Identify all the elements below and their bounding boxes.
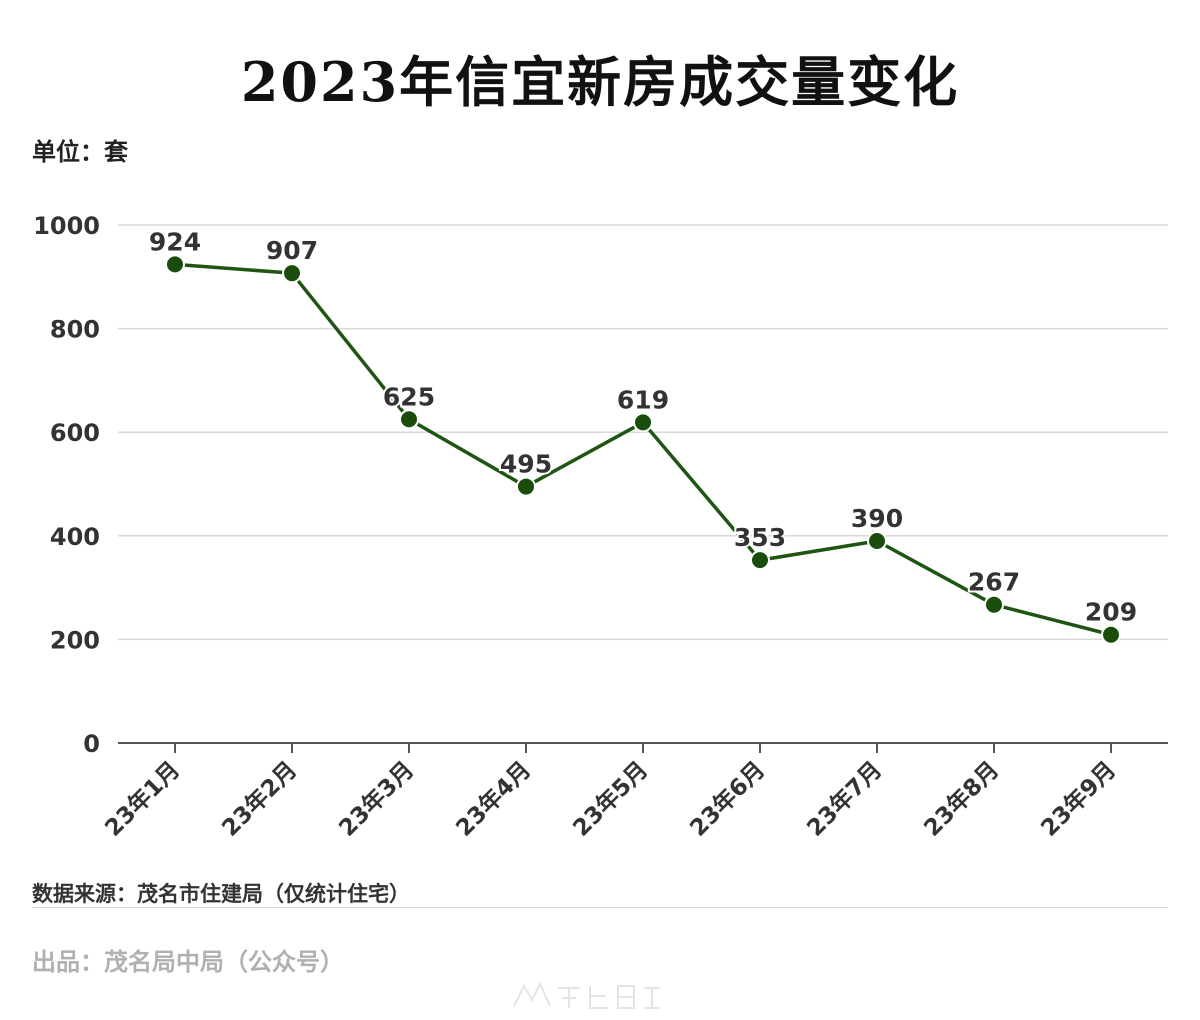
unit-label: 单位：套 xyxy=(32,138,128,166)
data-label: 267 xyxy=(968,568,1020,597)
y-axis-ticks: 0 200 400 600 800 1000 xyxy=(33,212,100,758)
x-tick-label: 23年9月 xyxy=(1036,756,1122,842)
x-tick-label: 23年5月 xyxy=(568,756,654,842)
data-point xyxy=(165,254,185,275)
watermark-logo-icon xyxy=(513,981,660,1009)
data-label: 924 xyxy=(149,227,201,256)
data-label: 209 xyxy=(1085,598,1137,627)
x-tick-label: 23年2月 xyxy=(217,756,303,842)
data-label: 353 xyxy=(734,523,786,552)
y-tick-label: 800 xyxy=(50,316,100,344)
data-point xyxy=(282,263,302,284)
data-point xyxy=(984,594,1004,615)
y-tick-label: 0 xyxy=(83,730,100,758)
data-source-note: 数据来源：茂名市住建局（仅统计住宅） xyxy=(32,882,410,906)
producer-note: 出品：茂名局中局（公众号） xyxy=(32,948,344,976)
x-tick-label: 23年4月 xyxy=(451,756,537,842)
data-point xyxy=(633,412,653,433)
data-label: 495 xyxy=(500,450,552,479)
y-tick-label: 1000 xyxy=(33,212,100,240)
footer-divider xyxy=(32,907,1168,908)
x-tick-label: 23年1月 xyxy=(100,756,186,842)
data-point xyxy=(750,550,770,571)
x-tick-label: 23年7月 xyxy=(802,756,888,842)
x-tick-label: 23年8月 xyxy=(919,756,1005,842)
data-label: 907 xyxy=(266,236,318,265)
data-label: 390 xyxy=(851,504,903,533)
data-label: 625 xyxy=(383,382,435,411)
x-axis-ticks: 23年1月 23年2月 23年3月 23年4月 23年5月 23年6月 23年7月 23年8月… xyxy=(100,743,1122,842)
data-point xyxy=(1101,624,1121,645)
y-tick-label: 600 xyxy=(50,419,100,447)
chart-title: 2023年信宜新房成交量变化 xyxy=(240,50,960,114)
y-tick-label: 400 xyxy=(50,523,100,551)
data-points xyxy=(165,254,1121,645)
x-tick-label: 23年6月 xyxy=(685,756,771,842)
data-labels: 924 907 625 495 619 353 390 267 209 xyxy=(147,225,1139,628)
data-label: 619 xyxy=(617,385,669,414)
data-point xyxy=(867,530,887,551)
y-tick-label: 200 xyxy=(50,626,100,654)
data-point xyxy=(516,476,536,497)
x-tick-label: 23年3月 xyxy=(334,756,420,842)
data-point xyxy=(399,409,419,430)
